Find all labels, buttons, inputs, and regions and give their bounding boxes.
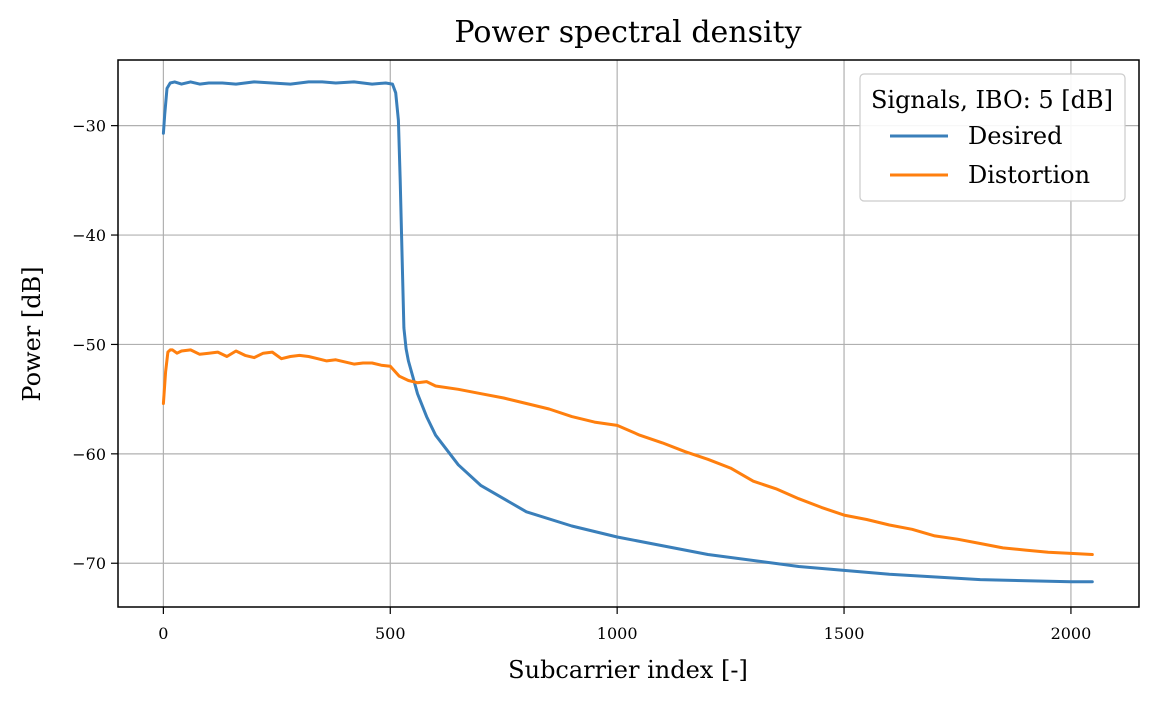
plot-series — [161, 80, 1094, 584]
x-tick-label: 1000 — [597, 624, 638, 643]
x-tick-label: 0 — [158, 624, 168, 643]
y-tick-label: −30 — [72, 117, 106, 136]
y-tick-label: −50 — [72, 335, 106, 354]
legend-title: Signals, IBO: 5 [dB] — [871, 86, 1113, 114]
legend: Signals, IBO: 5 [dB] Desired Distortion — [859, 73, 1126, 202]
x-tick-label: 500 — [375, 624, 406, 643]
series-line-distortion — [161, 348, 1094, 556]
x-tick-label: 2000 — [1051, 624, 1092, 643]
y-axis-label: Power [dB] — [18, 266, 46, 401]
y-tick-label: −60 — [72, 445, 106, 464]
series-line-desired — [161, 80, 1094, 584]
plot-frame — [117, 59, 1140, 608]
legend-label-distortion: Distortion — [968, 161, 1090, 189]
legend-label-desired: Desired — [968, 122, 1062, 150]
y-tick-label: −40 — [72, 226, 106, 245]
x-axis-label: Subcarrier index [-] — [508, 656, 748, 684]
legend-box — [859, 73, 1126, 202]
axis-ticks: 0 500 1000 1500 2000 −70 −60 −50 −40 −30 — [72, 117, 1091, 643]
y-tick-label: −70 — [72, 554, 106, 573]
chart-title: Power spectral density — [454, 15, 801, 50]
x-tick-label: 1500 — [824, 624, 865, 643]
